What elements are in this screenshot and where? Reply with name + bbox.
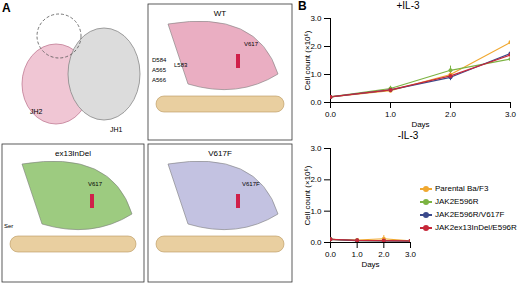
- svg-text:Cell count (×10⁶): Cell count (×10⁶): [303, 165, 312, 225]
- svg-text:3.0: 3.0: [405, 250, 417, 259]
- svg-text:1.0: 1.0: [310, 70, 322, 80]
- svg-text:V617: V617: [244, 41, 259, 47]
- html-text:Parental Ba/F3: Parental Ba/F3: [435, 184, 489, 193]
- html-text:JAK2ex13InDel/E596R: JAK2ex13InDel/E596R: [435, 223, 517, 232]
- svg-text:WT: WT: [214, 9, 227, 18]
- svg-text:JH2: JH2: [30, 108, 43, 115]
- svg-text:0.0: 0.0: [310, 98, 322, 107]
- html-text:B: B: [298, 0, 307, 13]
- svg-text:V617: V617: [88, 181, 103, 187]
- svg-text:Days: Days: [411, 120, 429, 129]
- svg-text:ex13InDel: ex13InDel: [55, 149, 91, 158]
- html-text:-IL-3: -IL-3: [397, 130, 419, 141]
- html-text:JAK2E596R/V617F: JAK2E596R/V617F: [435, 210, 505, 219]
- svg-text:3.0: 3.0: [310, 14, 322, 23]
- html-text:JAK2E596R: JAK2E596R: [435, 197, 479, 206]
- svg-text:2.0: 2.0: [378, 250, 390, 259]
- svg-text:2.0: 2.0: [310, 42, 322, 52]
- svg-text:1.0: 1.0: [310, 206, 322, 216]
- svg-text:3.0: 3.0: [505, 110, 517, 119]
- svg-text:Ser: Ser: [4, 223, 13, 229]
- svg-text:1.0: 1.0: [385, 110, 397, 119]
- svg-text:A: A: [2, 1, 11, 15]
- svg-text:V617F: V617F: [242, 181, 260, 187]
- svg-text:2.0: 2.0: [310, 175, 322, 185]
- svg-text:2.0: 2.0: [445, 110, 457, 119]
- svg-text:JH1: JH1: [110, 126, 123, 133]
- svg-text:Cell count (×10⁶): Cell count (×10⁶): [303, 30, 312, 90]
- svg-text:3.0: 3.0: [310, 144, 322, 153]
- svg-text:Days: Days: [361, 260, 379, 269]
- svg-text:A565: A565: [152, 67, 167, 73]
- svg-text:L583: L583: [174, 62, 188, 68]
- svg-text:1.0: 1.0: [352, 250, 364, 259]
- html-text:+IL-3: +IL-3: [396, 0, 420, 11]
- svg-text:D584: D584: [152, 57, 167, 63]
- svg-text:A566: A566: [152, 77, 167, 83]
- svg-text:0.0: 0.0: [310, 238, 322, 247]
- svg-text:0.0: 0.0: [325, 110, 337, 119]
- svg-text:0.0: 0.0: [325, 250, 337, 259]
- svg-text:V617F: V617F: [208, 149, 232, 158]
